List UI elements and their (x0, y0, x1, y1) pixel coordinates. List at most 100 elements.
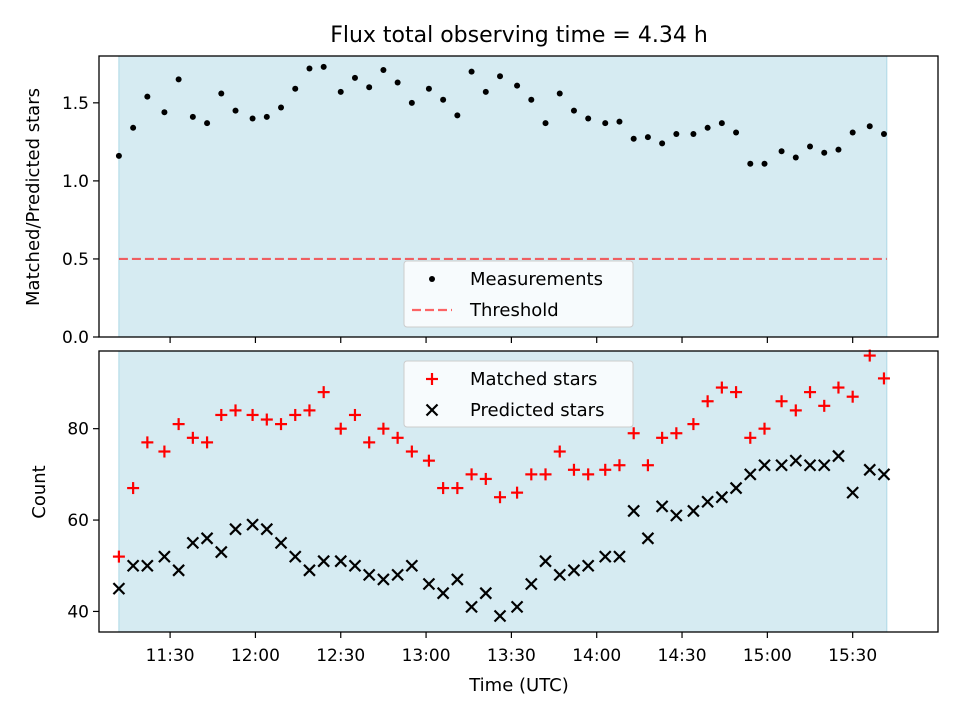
top-y-tick-label: 0.5 (62, 250, 89, 270)
predicted-star-marker (863, 463, 877, 477)
measurement-point (630, 135, 637, 142)
predicted-marker-b (334, 554, 348, 568)
x-tick-label: 15:30 (828, 646, 877, 666)
predicted-marker-b (775, 458, 788, 472)
matched-star-marker (687, 418, 700, 431)
bottom-axes-frame (98, 350, 939, 633)
chart-title: Flux total observing time = 4.34 h (330, 23, 708, 48)
predicted-marker-b (229, 522, 242, 536)
predicted-star-marker (655, 500, 669, 513)
matched-star-marker (479, 472, 492, 485)
predicted-star-marker (377, 573, 390, 586)
predicted-star-marker (405, 559, 419, 573)
predicted-star-marker (317, 554, 330, 568)
measurement-point (747, 160, 754, 167)
x-tick-label: 14:00 (572, 646, 621, 666)
predicted-marker-b (817, 458, 831, 472)
measurement-point (792, 154, 799, 161)
x-axis-label: Time (UTC) (468, 675, 569, 696)
measurement-point (320, 63, 327, 70)
predicted-star-marker (158, 550, 171, 563)
predicted-marker-b (377, 573, 390, 586)
measurement-point (189, 113, 196, 120)
matched-star-marker (599, 463, 612, 476)
predicted-marker-b (567, 564, 581, 577)
matched-star-marker (348, 408, 361, 421)
predicted-marker-b (303, 564, 316, 577)
predicted-marker-b (274, 536, 288, 550)
legend-label: Matched stars (470, 369, 597, 390)
predicted-marker-b (539, 554, 552, 568)
legend-label: Threshold (469, 300, 559, 321)
predicted-marker-b (362, 568, 376, 582)
predicted-star-marker (758, 458, 771, 472)
measurement-point (659, 140, 666, 147)
bottom-y-axis-label: Count (29, 465, 50, 518)
predicted-star-marker (465, 600, 478, 614)
predicted-star-marker (274, 536, 288, 550)
matched-star-marker (437, 482, 450, 495)
measurement-point (130, 124, 137, 131)
matched-star-marker (334, 422, 347, 435)
predicted-star-marker (246, 518, 259, 531)
predicted-marker-b (422, 577, 436, 591)
measurement-point (704, 124, 711, 131)
matched-star-marker (186, 431, 199, 444)
matched-star-marker (701, 395, 714, 408)
predicted-marker-b (613, 550, 626, 563)
predicted-star-marker (553, 568, 567, 582)
legend-label: Measurements (470, 269, 603, 290)
matched-star-marker (758, 422, 771, 435)
matched-star-marker (260, 413, 273, 426)
predicted-marker-b (260, 522, 274, 536)
predicted-marker-b (525, 577, 538, 591)
matched-star-marker (525, 468, 538, 481)
matched-star-marker (201, 436, 214, 449)
predicted-marker-b (715, 490, 729, 504)
legend-measurement-marker (429, 276, 435, 282)
predicted-marker-b (493, 609, 507, 623)
predicted-marker-b (803, 458, 817, 472)
predicted-star-marker (288, 550, 302, 563)
predicted-marker-b (687, 504, 700, 518)
measurement-point (482, 88, 489, 95)
measurement-point (761, 160, 768, 167)
matched-star-marker (613, 459, 626, 472)
x-tick-label: 12:00 (231, 646, 280, 666)
matched-star-marker (303, 404, 316, 417)
matched-star-marker (158, 445, 171, 458)
matched-star-marker (275, 418, 288, 431)
measurement-point (835, 146, 842, 153)
matched-star-marker (846, 390, 859, 403)
predicted-star-marker (141, 559, 154, 573)
matched-star-marker (451, 482, 464, 495)
top-panel: 0.0 0.5 1.0 1.5 Measurements Threshold (62, 55, 939, 348)
measurement-point (337, 88, 344, 95)
measurement-point (394, 79, 401, 86)
matched-star-marker (715, 381, 728, 394)
predicted-marker-b (215, 545, 228, 559)
bottom-y-tick-label: 60 (67, 511, 89, 531)
predicted-star-marker (789, 454, 803, 467)
predicted-star-marker (260, 522, 274, 536)
measurement-point (468, 68, 475, 75)
predicted-marker-b (348, 559, 362, 573)
matched-star-marker (246, 408, 259, 421)
measurement-point (454, 112, 461, 119)
predicted-marker-b (863, 463, 877, 477)
matched-star-marker (670, 427, 683, 440)
x-tick-label: 11:30 (146, 646, 195, 666)
predicted-marker-b (729, 481, 743, 495)
predicted-star-marker (436, 586, 450, 600)
measurement-point (866, 123, 873, 130)
predicted-marker-b (553, 568, 567, 582)
top-y-tick-label: 1.0 (62, 172, 89, 192)
matched-star-marker (641, 459, 654, 472)
predicted-marker-b (317, 554, 330, 568)
measurement-point (278, 104, 285, 111)
predicted-marker-b (200, 532, 214, 545)
predicted-star-marker (362, 568, 376, 582)
measurement-point (144, 93, 151, 100)
predicted-star-marker (451, 573, 464, 586)
predicted-marker-b (598, 550, 612, 563)
